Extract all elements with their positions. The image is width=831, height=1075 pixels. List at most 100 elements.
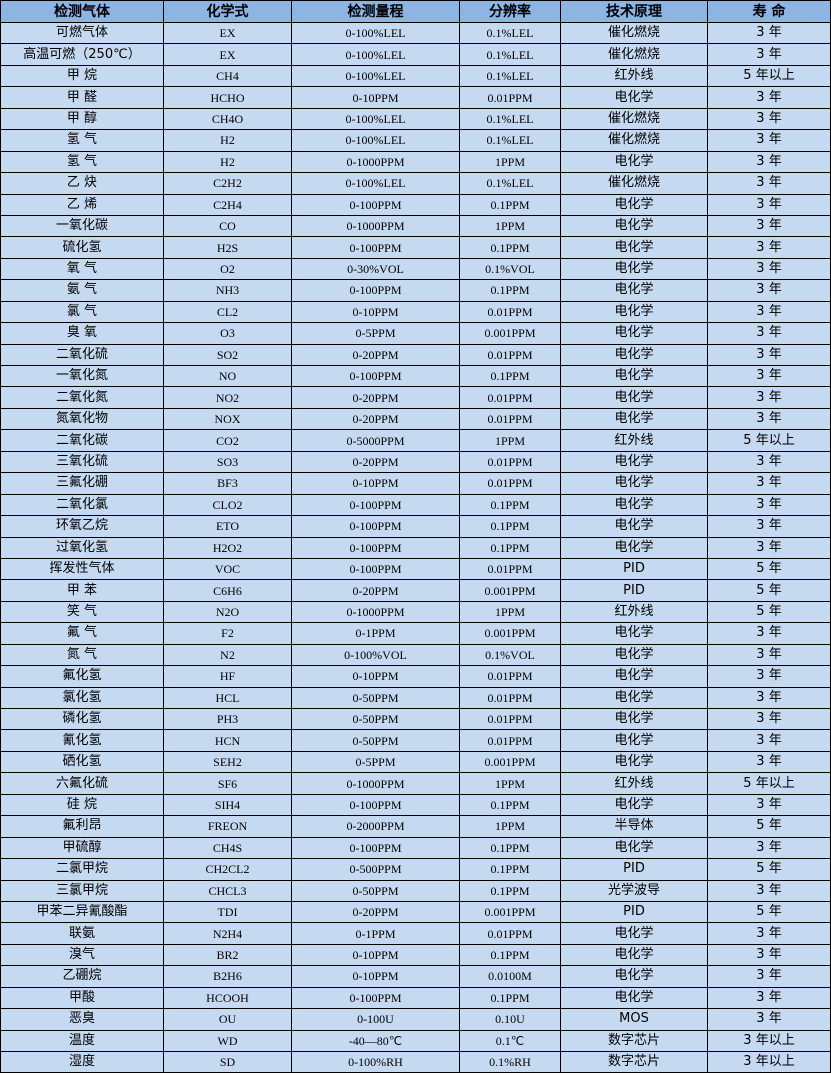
table-row: 高温可燃（250℃） EX 0-100%LEL 0.1%LEL 催化燃烧 3 年 xyxy=(0,43,831,66)
cell-principle: 电化学 xyxy=(560,922,708,945)
cell-formula: SO2 xyxy=(163,343,292,367)
cell-gas-name: 过氧化氢 xyxy=(0,536,164,559)
table-row: 湿度 SD 0-100%RH 0.1%RH 数字芯片 3 年以上 xyxy=(0,1050,831,1074)
cell-formula: O2 xyxy=(163,257,292,281)
cell-gas-name: 氟 气 xyxy=(0,622,164,645)
cell-range: 0-100PPM xyxy=(291,793,460,817)
cell-resolution: 0.1PPM xyxy=(459,836,561,860)
cell-lifespan: 3 年 xyxy=(707,836,831,860)
table-row: 甲 醛 HCHO 0-10PPM 0.01PPM 电化学 3 年 xyxy=(0,86,831,109)
table-row: 溴气 BR2 0-10PPM 0.1PPM 电化学 3 年 xyxy=(0,943,831,967)
cell-gas-name: 硫化氢 xyxy=(0,236,164,259)
cell-principle: 电化学 xyxy=(560,965,708,988)
cell-formula: HCOOH xyxy=(163,986,292,1010)
cell-principle: 催化燃烧 xyxy=(560,129,708,152)
cell-range: 0-100PPM xyxy=(291,193,460,216)
cell-principle: PID xyxy=(560,858,708,881)
cell-formula: PH3 xyxy=(163,707,292,731)
cell-gas-name: 二氧化碳 xyxy=(0,429,164,452)
cell-gas-name: 甲 苯 xyxy=(0,579,164,602)
cell-gas-name: 氨 气 xyxy=(0,279,164,302)
cell-formula: HCN xyxy=(163,729,292,752)
cell-principle: 电化学 xyxy=(560,214,708,238)
cell-formula: CO xyxy=(163,214,292,238)
cell-range: 0-1PPM xyxy=(291,622,460,645)
cell-principle: 电化学 xyxy=(560,450,708,474)
cell-lifespan: 3 年 xyxy=(707,214,831,238)
table-row: 六氟化硫 SF6 0-1000PPM 1PPM 红外线 5 年以上 xyxy=(0,772,831,795)
table-row: 氟利昂 FREON 0-2000PPM 1PPM 半导体 5 年 xyxy=(0,815,831,838)
cell-formula: H2 xyxy=(163,150,292,174)
cell-resolution: 1PPM xyxy=(459,600,561,624)
cell-lifespan: 3 年 xyxy=(707,172,831,195)
column-header-range: 检测量程 xyxy=(291,0,460,23)
cell-lifespan: 3 年 xyxy=(707,922,831,945)
cell-formula: NO xyxy=(163,364,292,388)
cell-principle: 电化学 xyxy=(560,665,708,688)
cell-formula: CH4 xyxy=(163,64,292,88)
cell-gas-name: 三氟化硼 xyxy=(0,472,164,495)
cell-principle: 电化学 xyxy=(560,300,708,324)
table-row: 乙硼烷 B2H6 0-10PPM 0.0100M 电化学 3 年 xyxy=(0,965,831,988)
cell-gas-name: 联氨 xyxy=(0,922,164,945)
cell-principle: 电化学 xyxy=(560,536,708,559)
cell-range: 0-2000PPM xyxy=(291,815,460,838)
cell-resolution: 0.1PPM xyxy=(459,943,561,967)
cell-formula: C2H2 xyxy=(163,172,292,195)
cell-lifespan: 5 年 xyxy=(707,900,831,924)
cell-resolution: 0.001PPM xyxy=(459,579,561,602)
cell-lifespan: 3 年 xyxy=(707,986,831,1010)
cell-resolution: 0.1PPM xyxy=(459,493,561,517)
column-header-formula: 化学式 xyxy=(163,0,292,23)
cell-resolution: 0.1PPM xyxy=(459,364,561,388)
cell-principle: 电化学 xyxy=(560,279,708,302)
cell-formula: HCL xyxy=(163,686,292,710)
cell-resolution: 0.01PPM xyxy=(459,922,561,945)
cell-range: 0-10PPM xyxy=(291,665,460,688)
cell-resolution: 0.1%LEL xyxy=(459,21,561,45)
cell-formula: SO3 xyxy=(163,450,292,474)
cell-resolution: 0.001PPM xyxy=(459,750,561,774)
cell-lifespan: 3 年 xyxy=(707,107,831,131)
cell-range: 0-20PPM xyxy=(291,450,460,474)
cell-gas-name: 甲 醇 xyxy=(0,107,164,131)
table-row: 环氧乙烷 ETO 0-100PPM 0.1PPM 电化学 3 年 xyxy=(0,515,831,538)
cell-principle: 电化学 xyxy=(560,257,708,281)
cell-formula: BF3 xyxy=(163,472,292,495)
cell-range: 0-5PPM xyxy=(291,750,460,774)
cell-principle: 电化学 xyxy=(560,364,708,388)
cell-range: 0-20PPM xyxy=(291,579,460,602)
cell-formula: CH2CL2 xyxy=(163,858,292,881)
cell-range: 0-1000PPM xyxy=(291,150,460,174)
cell-gas-name: 甲酸 xyxy=(0,986,164,1010)
cell-gas-name: 笑 气 xyxy=(0,600,164,624)
cell-resolution: 0.1%LEL xyxy=(459,64,561,88)
cell-resolution: 0.1PPM xyxy=(459,279,561,302)
cell-resolution: 0.1%LEL xyxy=(459,129,561,152)
cell-resolution: 0.1PPM xyxy=(459,193,561,216)
cell-principle: 电化学 xyxy=(560,622,708,645)
cell-resolution: 0.001PPM xyxy=(459,322,561,345)
cell-formula: H2S xyxy=(163,236,292,259)
table-row: 氯化氢 HCL 0-50PPM 0.01PPM 电化学 3 年 xyxy=(0,686,831,710)
cell-range: 0-100PPM xyxy=(291,536,460,559)
cell-range: 0-20PPM xyxy=(291,386,460,409)
cell-resolution: 0.01PPM xyxy=(459,86,561,109)
cell-principle: 电化学 xyxy=(560,472,708,495)
cell-principle: 电化学 xyxy=(560,150,708,174)
cell-gas-name: 磷化氢 xyxy=(0,707,164,731)
cell-formula: NO2 xyxy=(163,386,292,409)
cell-lifespan: 3 年 xyxy=(707,943,831,967)
cell-gas-name: 二氧化氯 xyxy=(0,493,164,517)
cell-principle: PID xyxy=(560,579,708,602)
cell-range: 0-100%LEL xyxy=(291,64,460,88)
cell-lifespan: 3 年 xyxy=(707,686,831,710)
cell-gas-name: 甲硫醇 xyxy=(0,836,164,860)
cell-range: 0-10PPM xyxy=(291,300,460,324)
cell-resolution: 0.01PPM xyxy=(459,557,561,581)
cell-resolution: 1PPM xyxy=(459,815,561,838)
cell-resolution: 0.01PPM xyxy=(459,707,561,731)
cell-resolution: 0.1PPM xyxy=(459,879,561,902)
cell-range: 0-1000PPM xyxy=(291,214,460,238)
cell-gas-name: 溴气 xyxy=(0,943,164,967)
